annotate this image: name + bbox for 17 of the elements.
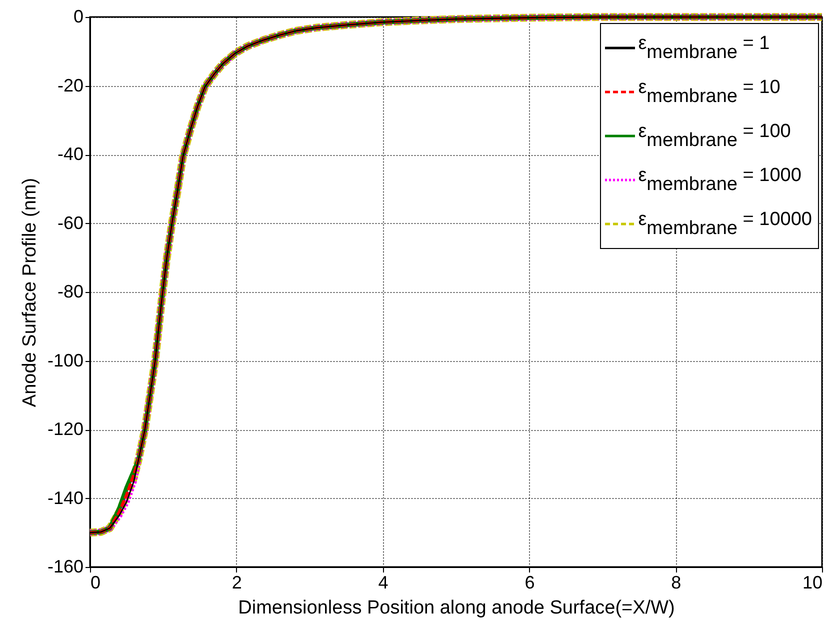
x-tick-label: 4	[378, 572, 388, 592]
y-tick-label: -40	[57, 144, 84, 164]
x-tick-label: 6	[524, 572, 535, 592]
y-tick-label: -20	[57, 75, 84, 96]
y-tick-label: -80	[57, 282, 84, 302]
x-tick-label: 2	[232, 572, 242, 592]
y-tick-label: 0	[73, 6, 84, 26]
y-tick-label: -140	[47, 488, 84, 508]
y-tick-label: -60	[57, 212, 84, 233]
x-tick-label: 8	[671, 572, 682, 592]
x-tick-label: 10	[802, 572, 822, 592]
x-axis-title: Dimensionless Position along anode Surface(=X/W)	[238, 598, 675, 618]
y-axis-title: Anode Surface Profile (nm)	[19, 178, 40, 408]
y-tick-label: -160	[47, 556, 84, 576]
y-tick-label: -100	[47, 350, 84, 370]
y-tick-label: -120	[47, 419, 84, 439]
x-tick-label: 0	[90, 572, 101, 592]
